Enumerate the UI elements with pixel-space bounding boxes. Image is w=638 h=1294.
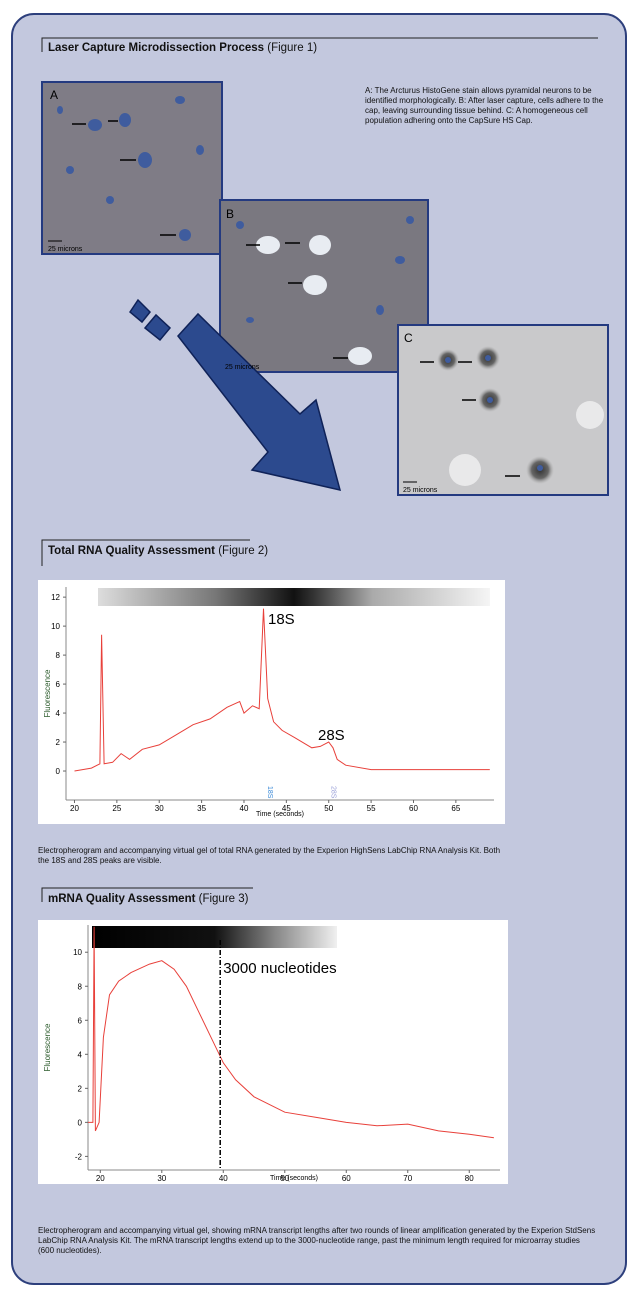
heading-text: (Figure 1) [267, 42, 317, 54]
virtual-gel [92, 926, 337, 948]
section-heading: Laser Capture Microdissection Process (F… [48, 42, 317, 54]
scale-label: 25 microns [48, 246, 83, 253]
peak-label: 18S [268, 611, 295, 628]
y-tick-label: 8 [78, 982, 83, 991]
y-axis-label: Fluorescence [43, 1023, 52, 1072]
caption: A: The Arcturus HistoGene stain allows p… [365, 86, 610, 126]
x-tick-label: 60 [342, 1174, 351, 1183]
panel-label: C [404, 331, 413, 345]
figure-canvas: A 25 microns B 25 microns C 25 microns 0… [0, 0, 638, 1294]
virtual-gel [98, 588, 490, 606]
x-tick-label: 80 [465, 1174, 474, 1183]
y-tick-label: 8 [56, 651, 61, 660]
x-tick-label: 40 [219, 1174, 228, 1183]
x-tick-label: 60 [409, 804, 418, 813]
x-axis-label: Time (seconds) [270, 1175, 318, 1182]
y-tick-label: 12 [51, 593, 60, 602]
x-tick-label: 70 [403, 1174, 412, 1183]
caption: Electropherogram and accompanying virtua… [38, 1226, 598, 1256]
x-tick-label: 20 [96, 1174, 105, 1183]
y-axis-label: Fluorescence [43, 669, 52, 718]
x-tick-label: 55 [367, 804, 376, 813]
heading-text: Laser Capture Microdissection Process [48, 42, 264, 54]
panel-label: A [50, 88, 58, 102]
y-tick-label: 10 [73, 948, 82, 957]
scale-label: 25 microns [225, 364, 260, 371]
page: A 25 microns B 25 microns C 25 microns 0… [0, 0, 638, 1294]
y-tick-label: 6 [78, 1016, 83, 1025]
gel-label: 18S [266, 786, 273, 799]
y-tick-label: 10 [51, 622, 60, 631]
y-tick-label: 2 [56, 738, 61, 747]
heading-text: (Figure 2) [218, 545, 268, 557]
scale-label: 25 microns [403, 487, 438, 494]
section-heading: mRNA Quality Assessment (Figure 3) [48, 893, 248, 905]
x-tick-label: 35 [197, 804, 206, 813]
x-tick-label: 40 [240, 804, 249, 813]
heading-text: Total RNA Quality Assessment [48, 545, 215, 557]
y-tick-label: 0 [78, 1118, 83, 1127]
y-tick-label: 4 [78, 1050, 83, 1059]
peak-label: 28S [318, 727, 345, 744]
micrograph-b [220, 200, 428, 372]
y-tick-label: 2 [78, 1084, 83, 1093]
x-tick-label: 30 [155, 804, 164, 813]
y-tick-label: 6 [56, 680, 61, 689]
caption: Electropherogram and accompanying virtua… [38, 846, 508, 866]
heading-text: (Figure 3) [199, 893, 249, 905]
y-tick-label: -2 [75, 1152, 83, 1161]
x-tick-label: 30 [157, 1174, 166, 1183]
y-tick-label: 4 [56, 709, 61, 718]
panel-label: B [226, 207, 234, 221]
x-tick-label: 50 [324, 804, 333, 813]
y-tick-label: 0 [56, 767, 61, 776]
x-tick-label: 20 [70, 804, 79, 813]
gel-label: 28S [330, 786, 337, 799]
heading-text: mRNA Quality Assessment [48, 893, 195, 905]
marker-label: 3000 nucleotides [223, 960, 336, 977]
micrograph-c [398, 325, 608, 495]
x-axis-label: Time (seconds) [256, 811, 304, 818]
x-tick-label: 65 [451, 804, 460, 813]
section-heading: Total RNA Quality Assessment (Figure 2) [48, 545, 268, 557]
micrograph-a [42, 82, 222, 254]
x-tick-label: 25 [112, 804, 121, 813]
